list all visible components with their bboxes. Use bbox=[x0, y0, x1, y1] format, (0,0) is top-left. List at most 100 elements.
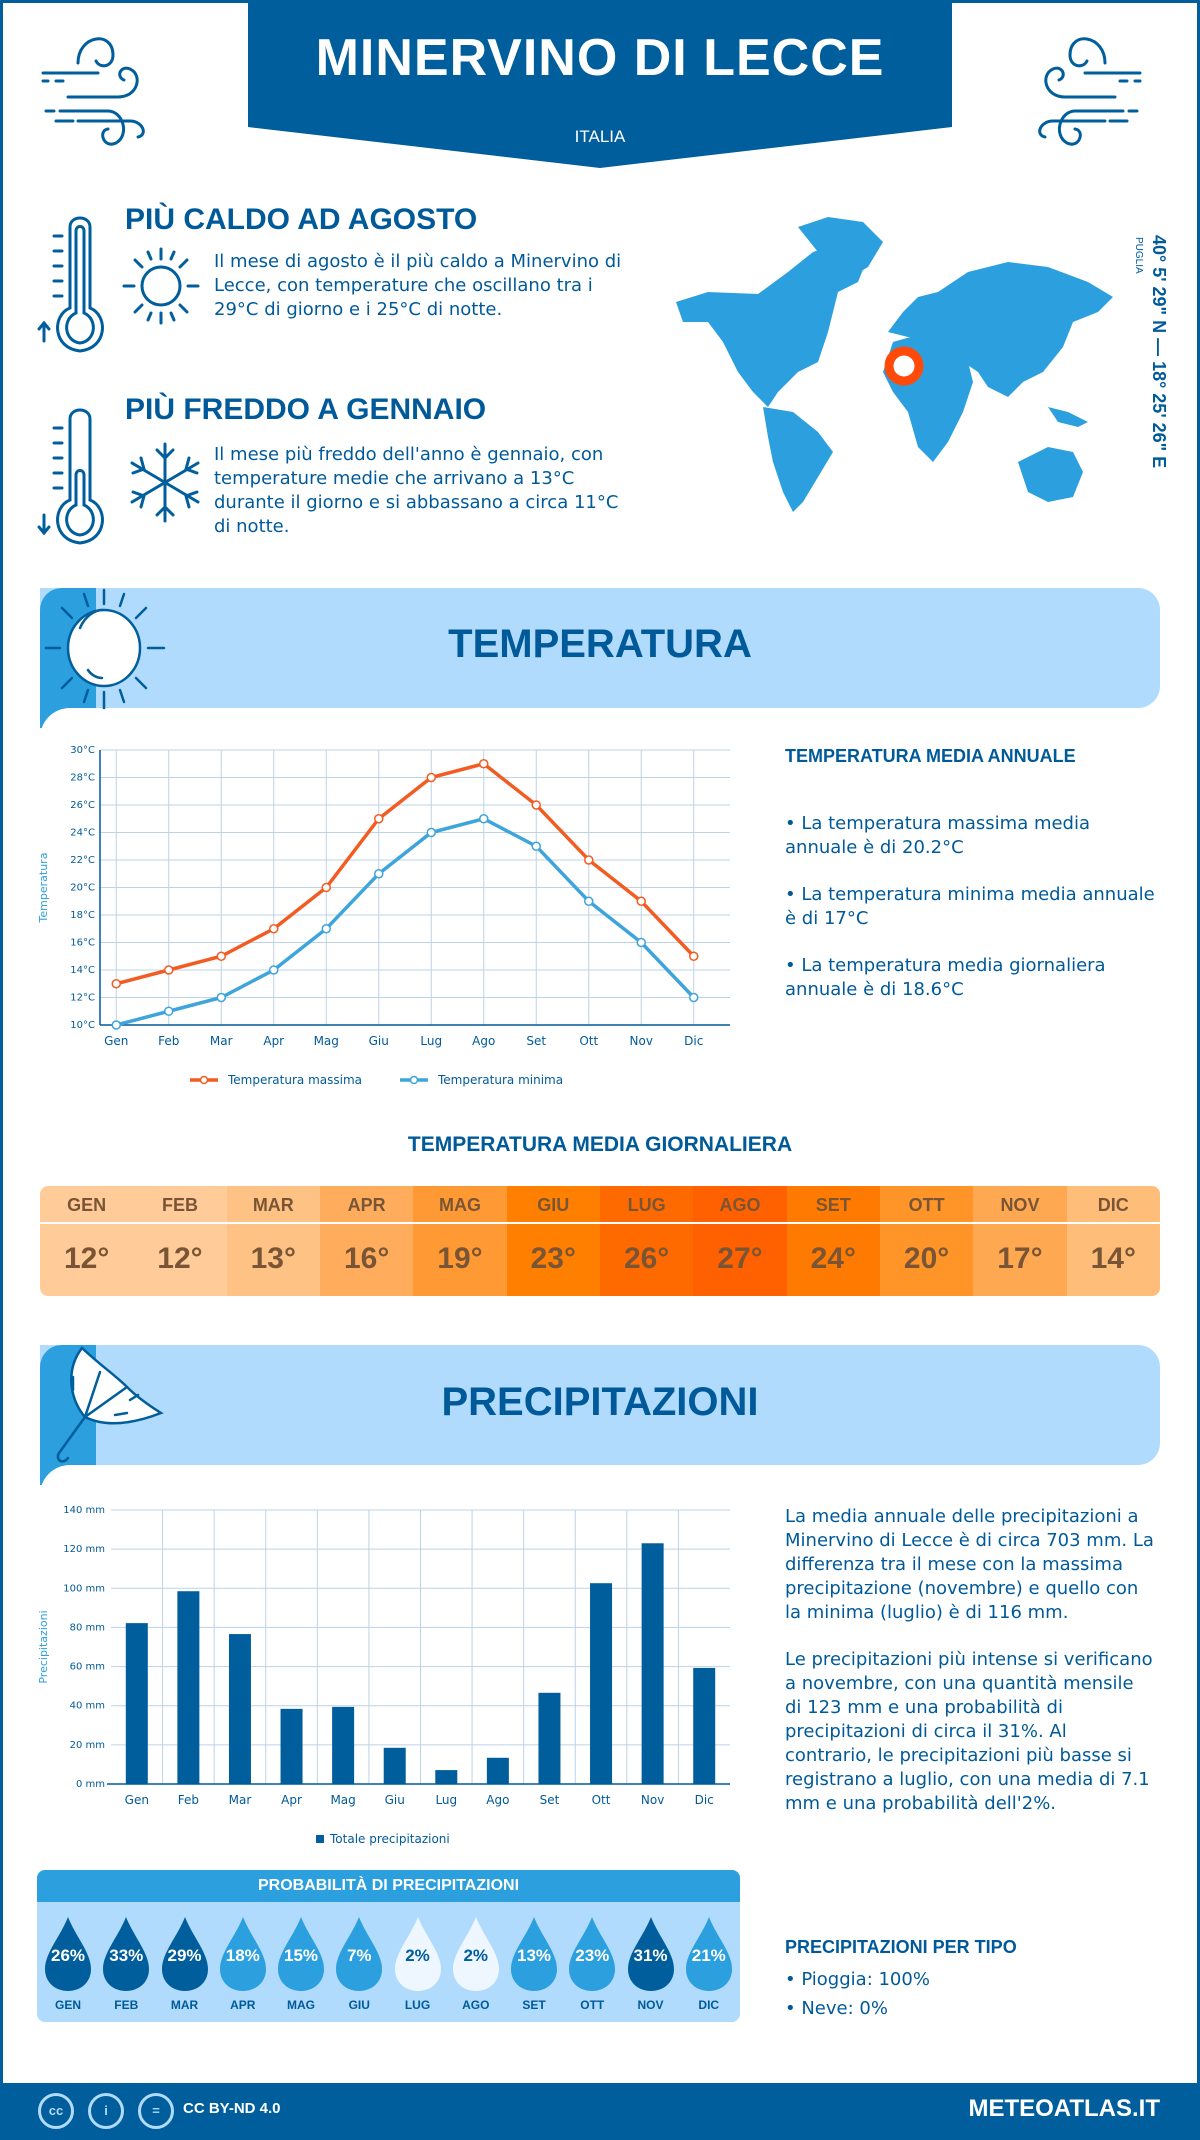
temp-value: 23° bbox=[530, 1242, 576, 1275]
coldest-text: Il mese più freddo dell'anno è gennaio, … bbox=[214, 444, 619, 537]
data-point bbox=[111, 979, 121, 989]
y-tick-label: 28°C bbox=[70, 773, 95, 784]
temp-value: 16° bbox=[343, 1242, 390, 1275]
x-tick-label: Mag bbox=[314, 1034, 339, 1048]
no-derivatives-icon[interactable]: = bbox=[138, 2093, 174, 2129]
temperature-section-header bbox=[40, 588, 1160, 738]
probability-value: 15% bbox=[283, 1946, 319, 1965]
y-tick-label: 12°C bbox=[70, 993, 95, 1004]
x-tick-label: Set bbox=[526, 1034, 546, 1048]
y-tick-label: 140 mm bbox=[63, 1505, 105, 1516]
bar bbox=[332, 1706, 355, 1784]
temp-value: 24° bbox=[810, 1242, 856, 1275]
x-tick-label: Mag bbox=[330, 1793, 355, 1807]
header-banner bbox=[248, 0, 952, 170]
x-tick-label: Nov bbox=[641, 1793, 664, 1807]
probability-drop: 33% FEB bbox=[97, 1902, 155, 2022]
wind-icon bbox=[41, 37, 145, 146]
probability-drop: 15% MAG bbox=[272, 1902, 330, 2022]
data-point bbox=[164, 1006, 174, 1016]
hottest-text: Il mese di agosto è il più caldo a Miner… bbox=[214, 251, 622, 320]
data-point bbox=[164, 965, 174, 975]
data-point bbox=[689, 951, 699, 961]
data-point bbox=[426, 772, 436, 783]
x-tick-label: Nov bbox=[630, 1034, 653, 1048]
daily-temp-cell: MAG 19° bbox=[413, 1186, 507, 1296]
thermometer-hot-icon bbox=[37, 216, 104, 353]
annual-temp-title: TEMPERATURA MEDIA ANNUALE bbox=[785, 746, 1076, 766]
precip-type-item: • Pioggia: 100% bbox=[785, 1969, 930, 1990]
probability-drop: 7% GIU bbox=[330, 1902, 388, 2022]
probability-drop: 13% SET bbox=[505, 1902, 563, 2022]
y-tick-label: 40 mm bbox=[70, 1701, 105, 1712]
coldest-title: PIÙ FREDDO A GENNAIO bbox=[125, 393, 487, 426]
month-label: NOV bbox=[973, 1186, 1067, 1224]
daily-temp-table: GEN 12° FEB 12° MAR 13° APR 16° MAG 19° GIU 23… bbox=[40, 1186, 1160, 1296]
temp-value: 27° bbox=[717, 1242, 763, 1275]
bar bbox=[693, 1667, 716, 1784]
y-tick-label: 60 mm bbox=[70, 1662, 105, 1673]
month-label: MAR bbox=[170, 1998, 199, 2012]
brand-link[interactable]: METEOATLAS.IT bbox=[968, 2095, 1160, 2122]
precip-paragraph: Le precipitazioni più intense si verific… bbox=[785, 1649, 1153, 1814]
y-tick-label: 14°C bbox=[70, 965, 95, 976]
y-tick-label: 20°C bbox=[70, 883, 95, 894]
wind-icon bbox=[1038, 37, 1142, 146]
probability-drop: 18% APR bbox=[214, 1902, 272, 2022]
x-tick-label: Dic bbox=[695, 1793, 714, 1807]
probability-value: 23% bbox=[575, 1946, 610, 1965]
temp-value: 14° bbox=[1090, 1242, 1136, 1275]
month-label: APR bbox=[230, 1998, 256, 2012]
probability-value: 33% bbox=[109, 1946, 144, 1965]
temperature-section-title: TEMPERATURA bbox=[448, 622, 752, 666]
data-point bbox=[216, 951, 226, 961]
temp-value: 12° bbox=[157, 1242, 203, 1275]
data-point bbox=[531, 800, 541, 810]
legend-swatch bbox=[316, 1835, 324, 1843]
thermometer-cold-icon bbox=[37, 408, 104, 545]
daily-temp-cell: OTT 20° bbox=[879, 1186, 974, 1296]
daily-temp-cell: FEB 12° bbox=[133, 1186, 227, 1296]
attribution-icon[interactable]: i bbox=[88, 2093, 124, 2129]
legend-marker bbox=[409, 1075, 419, 1085]
cc-icon[interactable]: cc bbox=[38, 2093, 74, 2129]
raindrop-icon bbox=[161, 1917, 208, 1991]
x-tick-label: Giu bbox=[369, 1034, 389, 1048]
temp-value: 13° bbox=[250, 1242, 296, 1275]
daily-temp-cell: AGO 27° bbox=[693, 1186, 787, 1296]
coordinates: 40° 5' 29" N — 18° 25' 26" E bbox=[1149, 235, 1169, 469]
probability-drop: 23% OTT bbox=[563, 1902, 621, 2022]
x-tick-label: Set bbox=[540, 1793, 560, 1807]
probability-title: PROBABILITÀ DI PRECIPITAZIONI bbox=[37, 1870, 740, 1902]
month-label: GEN bbox=[54, 1998, 81, 2012]
month-label: SET bbox=[786, 1186, 880, 1224]
month-label: AGO bbox=[462, 1998, 490, 2012]
data-point bbox=[531, 841, 541, 851]
x-tick-label: Mar bbox=[210, 1034, 233, 1048]
data-point bbox=[584, 855, 594, 865]
y-tick-label: 120 mm bbox=[63, 1544, 105, 1555]
legend-label: Temperatura massima bbox=[227, 1073, 362, 1087]
x-tick-label: Feb bbox=[178, 1793, 199, 1807]
month-label: FEB bbox=[114, 1998, 139, 2012]
daily-temp-cell: MAR 13° bbox=[226, 1186, 320, 1296]
y-axis-label: Precipitazioni bbox=[37, 1610, 50, 1683]
daily-temp-cell: DIC 14° bbox=[1066, 1186, 1160, 1296]
series-line-max bbox=[115, 761, 696, 986]
probability-value: 13% bbox=[516, 1946, 552, 1965]
bar bbox=[177, 1591, 200, 1784]
temperature-chart: 10°C 12°C 14°C 16°C 18°C 20°C 22°C 24°C 26°C 28°C… bbox=[37, 745, 730, 1087]
month-label: DIC bbox=[1066, 1186, 1160, 1224]
annual-temp-item: • La temperatura massima media annuale è… bbox=[785, 813, 1091, 858]
raindrop-icon bbox=[45, 1917, 91, 1991]
raindrop-icon bbox=[685, 1917, 732, 1991]
daily-temp-cell: GEN 12° bbox=[40, 1186, 134, 1296]
umbrella-icon bbox=[56, 1346, 164, 1463]
raindrop-icon bbox=[103, 1917, 150, 1991]
x-tick-label: Feb bbox=[158, 1034, 179, 1048]
y-tick-label: 100 mm bbox=[63, 1583, 105, 1594]
license-label[interactable]: CC BY-ND 4.0 bbox=[183, 2100, 281, 2117]
annual-temp-item: • La temperatura minima media annuale è … bbox=[785, 884, 1155, 929]
x-tick-label: Mar bbox=[229, 1793, 252, 1807]
precip-type-title: PRECIPITAZIONI PER TIPO bbox=[785, 1937, 1017, 1957]
